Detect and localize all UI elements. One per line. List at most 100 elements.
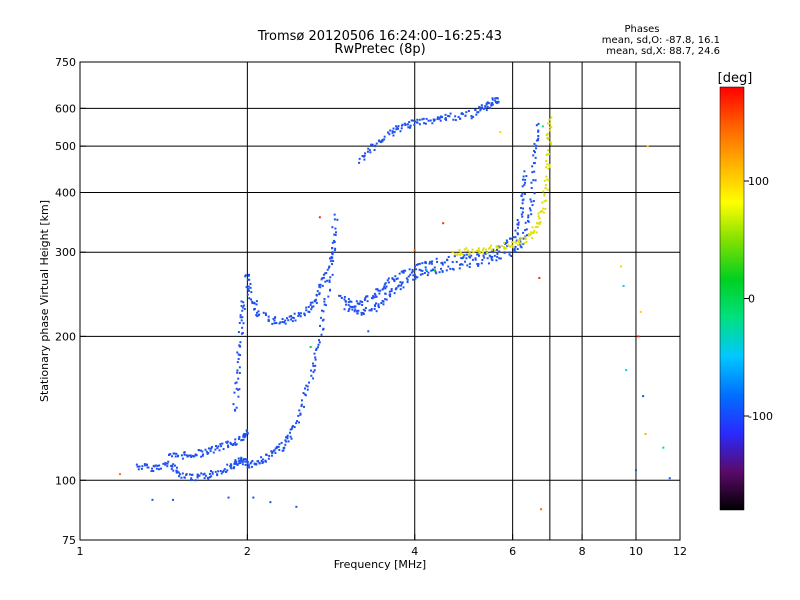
echo-point: [319, 316, 322, 319]
echo-point: [246, 288, 249, 291]
echo-point: [375, 302, 378, 305]
echo-point: [240, 456, 243, 459]
echo-point: [349, 300, 352, 303]
echo-point: [363, 158, 366, 161]
echo-point: [241, 309, 244, 312]
echo-point: [382, 303, 385, 306]
echo-point: [481, 106, 484, 109]
echo-point: [284, 322, 287, 325]
echo-point: [289, 431, 292, 434]
echo-point: [370, 309, 373, 312]
echo-point: [546, 122, 549, 125]
echo-point: [537, 130, 540, 133]
echo-point: [541, 201, 544, 204]
echo-point: [411, 270, 414, 273]
echo-point: [484, 105, 487, 108]
echo-point: [531, 171, 534, 174]
echo-point: [477, 253, 480, 256]
echo-point: [463, 254, 466, 257]
echo-point: [394, 275, 397, 278]
echo-point: [415, 263, 418, 266]
echo-point: [245, 429, 248, 432]
echo-point: [394, 288, 397, 291]
echo-point: [387, 131, 390, 134]
echo-point: [267, 319, 270, 322]
x-tick-label: 4: [411, 545, 418, 558]
echo-point: [428, 262, 431, 265]
x-axis-label: Frequency [MHz]: [334, 558, 426, 571]
echo-point: [297, 421, 300, 424]
echo-point: [333, 233, 336, 236]
echo-point: [521, 202, 524, 205]
echo-point: [528, 234, 531, 237]
echo-point: [526, 234, 529, 237]
echo-point: [220, 445, 223, 448]
echo-point: [387, 277, 390, 280]
echo-point: [439, 116, 442, 119]
echo-point: [166, 462, 169, 465]
echo-point: [535, 231, 538, 234]
echo-point: [483, 252, 486, 255]
echo-point: [389, 129, 392, 132]
echo-point: [479, 109, 482, 112]
echo-point: [489, 246, 492, 249]
echo-point: [176, 466, 179, 469]
echo-point: [420, 269, 423, 272]
echo-point-outlier: [318, 216, 321, 219]
echo-point: [290, 428, 293, 431]
echo-point: [436, 118, 439, 121]
y-tick-label: 500: [55, 140, 76, 153]
echo-point: [324, 304, 327, 307]
echo-point: [527, 216, 530, 219]
echo-point: [377, 306, 380, 309]
echo-point: [246, 430, 249, 433]
echo-point: [546, 178, 549, 181]
echo-point: [546, 132, 549, 135]
echo-point: [261, 458, 264, 461]
echo-point: [331, 246, 334, 249]
echo-point: [460, 257, 463, 260]
echo-point: [295, 422, 298, 425]
echo-point: [180, 454, 183, 457]
echo-point: [320, 309, 323, 312]
echo-point: [260, 459, 263, 462]
echo-point: [496, 255, 499, 258]
echo-point: [392, 127, 395, 130]
echo-point: [247, 464, 250, 467]
echo-point: [384, 287, 387, 290]
echo-point: [364, 297, 367, 300]
echo-point: [544, 187, 547, 190]
echo-point: [243, 304, 246, 307]
echo-point: [321, 284, 324, 287]
echo-point: [238, 321, 241, 324]
echo-point: [137, 468, 140, 471]
echo-point: [488, 106, 491, 109]
echo-point: [413, 123, 416, 126]
echo-point: [162, 462, 165, 465]
echo-point: [333, 239, 336, 242]
echo-point: [490, 244, 493, 247]
echo-point: [514, 245, 517, 248]
echo-point: [529, 198, 532, 201]
echo-point: [458, 267, 461, 270]
echo-point: [196, 476, 199, 479]
echo-point: [271, 322, 274, 325]
echo-point: [239, 314, 242, 317]
echo-point: [216, 447, 219, 450]
echo-point: [465, 257, 468, 260]
echo-point: [418, 262, 421, 265]
echo-point: [347, 304, 350, 307]
echo-point: [328, 280, 331, 283]
echo-point: [268, 454, 271, 457]
echo-point: [366, 295, 369, 298]
echo-point: [215, 445, 218, 448]
echo-point: [534, 151, 537, 154]
echo-point-outlier: [172, 498, 175, 501]
echo-point: [252, 308, 255, 311]
echo-point: [297, 312, 300, 315]
echo-point: [534, 226, 537, 229]
echo-point: [395, 278, 398, 281]
echo-point: [503, 241, 506, 244]
echo-point: [237, 377, 240, 380]
echo-point: [244, 460, 247, 463]
